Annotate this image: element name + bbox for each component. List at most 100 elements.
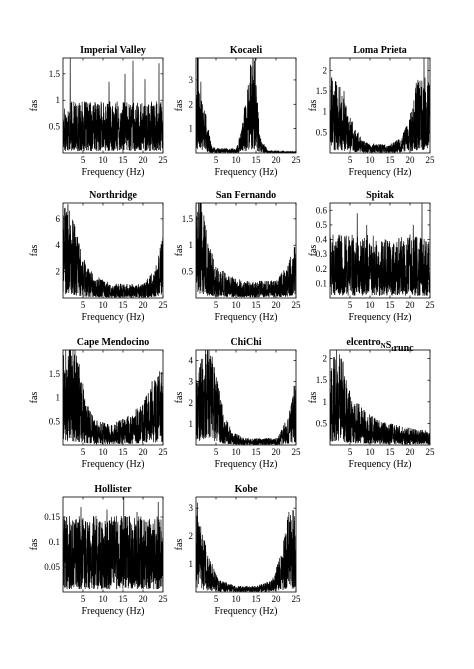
x-tick-label: 15: [386, 447, 396, 457]
subplot-northridge: Northridge 5 10 15 20 25 2 4 6 Frequency (Hz) fas: [29, 190, 168, 323]
y-axis-label: fas: [174, 245, 185, 257]
axes-box: [329, 57, 431, 154]
y-tick-label: 1.5: [49, 369, 61, 379]
x-axis-label: Frequency (Hz): [348, 312, 411, 323]
x-tick-label: 25: [159, 300, 169, 310]
x-tick-label: 25: [292, 155, 302, 165]
x-tick-label: 5: [81, 300, 86, 310]
x-tick-label: 10: [232, 447, 242, 457]
x-tick-label: 5: [214, 594, 219, 604]
x-tick-label: 10: [366, 155, 376, 165]
subplot-imperial-valley: Imperial Valley 5 10 15 20 25 0.5 1 1.5 Frequency…: [29, 45, 168, 178]
y-tick-label: 0.1: [316, 278, 327, 288]
x-tick-label: 20: [406, 447, 416, 457]
y-axis-label: fas: [174, 100, 185, 112]
y-tick-label: 0.1: [49, 537, 60, 547]
x-tick-label: 20: [139, 155, 149, 165]
y-tick-label: 2: [323, 354, 328, 364]
y-tick-label: 1.5: [316, 375, 328, 385]
x-tick-label: 25: [426, 155, 436, 165]
y-axis-label: fas: [29, 539, 40, 551]
axes-box: [62, 202, 164, 299]
x-tick-label: 15: [119, 155, 129, 165]
x-tick-label: 10: [232, 594, 242, 604]
y-tick-label: 0.5: [49, 416, 61, 426]
subplot-loma-prieta: Loma Prieta 5 10 15 20 25 0.5 1 1.5 2 Frequency (H…: [308, 45, 435, 178]
x-axis-label: Frequency (Hz): [214, 459, 277, 470]
x-tick-label: 5: [348, 300, 353, 310]
axes-box: [195, 349, 297, 446]
x-tick-label: 5: [81, 155, 86, 165]
series-line-northridge: [63, 204, 163, 298]
x-tick-label: 20: [272, 594, 282, 604]
axes-box: [329, 349, 431, 446]
x-tick-label: 15: [252, 155, 262, 165]
y-axis-label: fas: [29, 100, 40, 112]
x-tick-label: 10: [366, 300, 376, 310]
series-line-loma-prieta: [330, 58, 430, 153]
x-tick-label: 20: [272, 447, 282, 457]
y-tick-label: 1: [56, 95, 61, 105]
y-tick-label: 4: [56, 240, 61, 250]
axes-box: [195, 57, 297, 154]
y-tick-label: 2: [56, 267, 61, 277]
y-tick-label: 1: [189, 124, 194, 134]
x-tick-label: 10: [232, 155, 242, 165]
axes-box: [62, 57, 164, 154]
subplot-title: Northridge: [89, 190, 137, 201]
x-axis-label: Frequency (Hz): [81, 312, 144, 323]
y-axis-label: fas: [29, 245, 40, 257]
x-tick-label: 25: [292, 447, 302, 457]
y-tick-label: 2: [189, 531, 194, 541]
y-tick-label: 1: [189, 559, 194, 569]
x-tick-label: 25: [426, 300, 436, 310]
y-tick-label: 0.5: [316, 418, 328, 428]
x-tick-label: 5: [81, 594, 86, 604]
x-axis-label: Frequency (Hz): [348, 459, 411, 470]
series-line-kocaeli: [196, 58, 296, 153]
series-line-hollister: [63, 497, 163, 590]
y-tick-label: 0.5: [49, 122, 61, 132]
x-tick-label: 15: [386, 155, 396, 165]
y-tick-label: 0.5: [316, 220, 328, 230]
y-axis-label: fas: [29, 392, 40, 404]
axes-box: [62, 496, 164, 593]
series-line-kobe: [196, 502, 296, 592]
y-tick-label: 0.15: [44, 512, 60, 522]
series-line-san-fernando: [196, 203, 296, 298]
y-tick-label: 1: [56, 393, 61, 403]
y-tick-label: 6: [56, 214, 61, 224]
x-tick-label: 10: [366, 447, 376, 457]
y-tick-label: 0.05: [44, 562, 60, 572]
x-tick-label: 15: [252, 594, 262, 604]
axes-box: [195, 202, 297, 299]
series-line-elcentronstrunc: [330, 350, 430, 445]
y-tick-label: 2: [323, 65, 328, 75]
x-tick-label: 25: [159, 594, 169, 604]
x-tick-label: 15: [252, 300, 262, 310]
x-tick-label: 5: [348, 447, 353, 457]
y-axis-label: fas: [308, 100, 319, 112]
y-tick-label: 4: [189, 356, 194, 366]
x-tick-label: 25: [426, 447, 436, 457]
x-axis-label: Frequency (Hz): [81, 167, 144, 178]
x-tick-label: 20: [139, 300, 149, 310]
subplot-title: Imperial Valley: [80, 45, 146, 56]
x-axis-label: Frequency (Hz): [214, 606, 277, 617]
x-tick-label: 20: [406, 155, 416, 165]
subplot-title: elcentroNStrunc: [346, 337, 414, 354]
series-line-imperial-valley: [63, 58, 163, 152]
y-axis-label: fas: [174, 539, 185, 551]
x-tick-label: 15: [252, 447, 262, 457]
x-tick-label: 5: [81, 447, 86, 457]
subplot-title: ChiChi: [230, 337, 261, 348]
x-tick-label: 15: [119, 447, 129, 457]
y-tick-label: 1.5: [49, 69, 61, 79]
x-tick-label: 15: [119, 300, 129, 310]
y-tick-label: 3: [189, 503, 194, 513]
y-tick-label: 3: [189, 75, 194, 85]
y-tick-label: 1.5: [316, 86, 328, 96]
x-axis-label: Frequency (Hz): [214, 312, 277, 323]
axes-box: [329, 202, 431, 299]
